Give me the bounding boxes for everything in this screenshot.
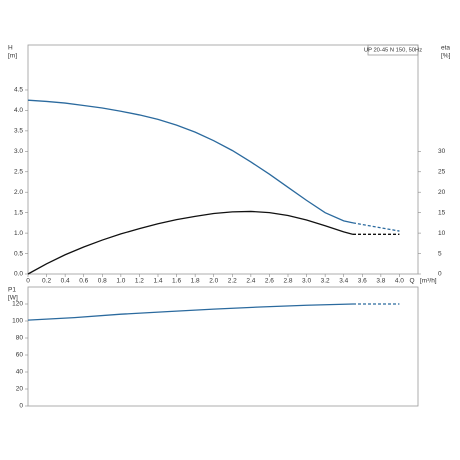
y-tick-label: 40 [16,369,24,376]
x-tick-label: 2.2 [228,278,237,285]
x-tick-label: 1.8 [191,278,200,285]
y-tick-label: 100 [12,318,23,325]
y-tick-label: 4.5 [14,87,23,94]
x-axis-unit: [m³/h] [420,278,437,285]
y-tick-label: 4.0 [14,107,23,114]
x-tick-label: 2.0 [209,278,218,285]
y2-tick-label: 25 [438,168,446,175]
x-tick-label: 3.8 [376,278,385,285]
curve [27,99,354,224]
y-tick-label: 0.0 [14,271,23,278]
y2-tick-label: 10 [438,230,446,237]
x-tick-label: 3.4 [339,278,348,285]
x-tick-label: 3.0 [302,278,311,285]
y-tick-label: 3.0 [14,148,23,155]
x-tick-label: 4.0 [395,278,404,285]
y-tick-label: 3.5 [14,128,23,135]
curve-extension [352,222,400,232]
plot-frame [27,44,419,275]
x-tick-label: 1.6 [172,278,181,285]
y-tick-label: 2.5 [14,168,23,175]
y-tick-label: 0 [19,403,23,410]
curve [27,303,354,321]
y-tick-label: 120 [12,301,23,308]
y-tick-label: 1.0 [14,230,23,237]
y-tick-label: 0.5 [14,250,23,257]
y2-tick-label: 15 [438,209,446,216]
x-tick-label: 3.2 [321,278,330,285]
y2-tick-label: 0 [438,271,442,278]
x-tick-label: 1.0 [116,278,125,285]
y2-tick-label: 5 [438,250,442,257]
x-tick-label: 3.6 [358,278,367,285]
legend-label: UP 20-45 N 150, 50Hz [364,48,422,54]
y2-tick-label: 20 [438,189,446,196]
y-axis-title: [m] [8,53,17,60]
y-tick-label: 20 [16,386,24,393]
y2-axis-title: [%] [441,53,451,60]
y-axis-title: [W] [8,295,18,302]
x-tick-label: 0.4 [61,278,70,285]
y2-tick-label: 30 [438,148,446,155]
y-tick-label: 60 [16,352,24,359]
y-tick-label: 2.0 [14,189,23,196]
x-tick-label: 2.6 [265,278,274,285]
curve [27,210,354,275]
y2-axis-title: eta [441,45,450,52]
y-tick-label: 80 [16,335,24,342]
x-tick-label: 2.4 [246,278,255,285]
y-axis-title: H [8,45,13,52]
x-tick-label: 1.4 [153,278,162,285]
x-tick-label: 1.2 [135,278,144,285]
x-tick-label: 2.8 [283,278,292,285]
x-tick-label: 0.8 [98,278,107,285]
y-axis-title: P1 [8,287,16,294]
y-tick-label: 1.5 [14,209,23,216]
plot-frame [27,286,419,407]
legend-box [367,44,419,56]
x-tick-label: 0.2 [42,278,51,285]
x-axis-title: Q [409,278,414,285]
x-tick-label: 0 [26,278,30,285]
x-tick-label: 0.6 [79,278,88,285]
